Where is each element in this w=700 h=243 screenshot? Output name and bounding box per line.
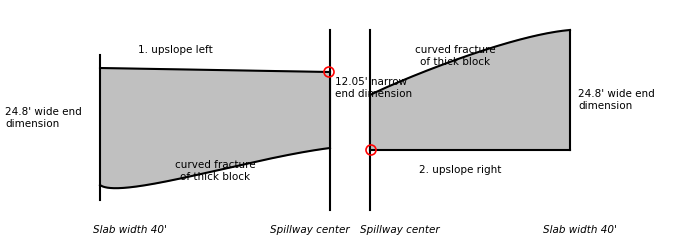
Text: Slab width 40': Slab width 40': [93, 225, 167, 235]
Text: Slab width 40': Slab width 40': [543, 225, 617, 235]
Text: 2. upslope right: 2. upslope right: [419, 165, 501, 175]
Text: curved fracture
of thick block: curved fracture of thick block: [175, 160, 256, 182]
Text: 1. upslope left: 1. upslope left: [138, 45, 212, 55]
Text: 24.8' wide end
dimension: 24.8' wide end dimension: [5, 107, 82, 129]
Text: Spillway center: Spillway center: [270, 225, 350, 235]
Text: 24.8' wide end
dimension: 24.8' wide end dimension: [578, 89, 654, 111]
Polygon shape: [370, 30, 570, 150]
Text: Spillway center: Spillway center: [360, 225, 440, 235]
Text: 12.05' narrow
end dimension: 12.05' narrow end dimension: [335, 77, 412, 99]
Polygon shape: [100, 68, 330, 188]
Text: curved fracture
of thick block: curved fracture of thick block: [414, 45, 496, 67]
